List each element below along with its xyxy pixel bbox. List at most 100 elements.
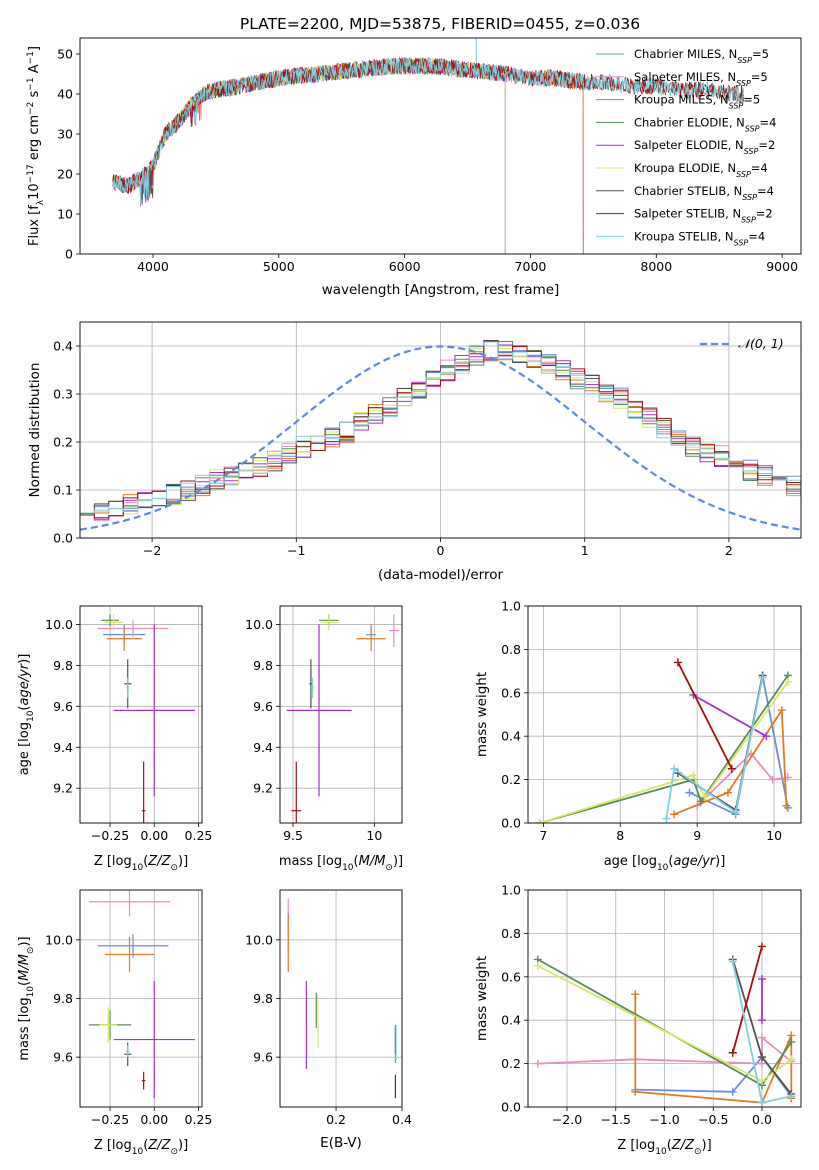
x-tick-label: 0.2 xyxy=(326,1112,346,1127)
x-tick-label: 7 xyxy=(539,828,547,843)
legend-label: Kroupa ELODIE, NSSP=4 xyxy=(634,161,768,179)
weight-line-salpeter-miles xyxy=(696,752,789,807)
label-fragment: age [log xyxy=(17,722,32,775)
label-fragment: )] xyxy=(178,854,188,869)
x-tick-label: 9000 xyxy=(766,259,798,274)
y-tick-label: 0.4 xyxy=(501,729,521,744)
y-tick-label: 1.0 xyxy=(501,883,521,898)
weight-marker xyxy=(723,788,732,797)
legend-text: =4 xyxy=(748,229,765,243)
y-tick-label: 10.0 xyxy=(45,932,73,947)
label-fragment: 10 xyxy=(657,863,669,873)
x-axis-label: Z [log10(Z/Z⊙)] xyxy=(617,1138,711,1157)
legend-text: Kroupa ELODIE, N xyxy=(634,161,736,175)
y-tick-label: 0 xyxy=(65,247,73,262)
label-fragment: ( xyxy=(17,706,32,711)
y-tick-label: 9.8 xyxy=(253,658,273,673)
label-fragment: ( xyxy=(667,1138,672,1153)
label-fragment: s xyxy=(27,90,42,101)
y-tick-label: 10.0 xyxy=(45,617,73,632)
x-tick-label: −0.25 xyxy=(91,828,129,843)
legend-text: =4 xyxy=(757,184,774,198)
label-fragment: 10 xyxy=(27,183,42,200)
x-tick-label: 0.00 xyxy=(140,828,168,843)
legend-text: =5 xyxy=(751,70,768,84)
weight-marker xyxy=(758,1053,766,1062)
x-axis-label: Z [log10(Z/Z⊙)] xyxy=(94,1138,188,1157)
legend-text: =4 xyxy=(751,161,768,175)
x-tick-label: 0 xyxy=(437,543,445,558)
weight-marker xyxy=(700,792,709,801)
legend-text: Chabrier ELODIE, N xyxy=(634,115,745,129)
legend-label: Salpeter STELIB, NSSP=2 xyxy=(634,207,773,225)
label-fragment: 10 xyxy=(26,986,36,998)
plot-frame xyxy=(79,37,802,255)
label-fragment: Z/Z xyxy=(671,1138,695,1153)
x-tick-label: −0.5 xyxy=(698,1112,728,1127)
label-fragment: Z/Z xyxy=(147,854,171,869)
label-fragment: mass [log xyxy=(17,997,32,1060)
weight-marker xyxy=(768,775,777,784)
weight-marker xyxy=(762,732,771,741)
y-tick-label: 9.6 xyxy=(53,1050,73,1065)
legend-text: =2 xyxy=(756,207,773,221)
x-axis-label: mass [log10(M/M⊙)] xyxy=(279,854,403,873)
weight-marker xyxy=(673,658,682,667)
label-fragment: M/M xyxy=(17,954,32,981)
y-tick-label: 20 xyxy=(57,167,73,182)
weight-marker xyxy=(782,801,791,810)
label-fragment: ⊙ xyxy=(385,863,393,873)
weight-vs-Z-panel: −2.0 −1.5 −1.0 −0.5 0.0 0.0 0.2 0.4 0.6 0.8 1.0 Z [… xyxy=(474,883,802,1157)
weight-marker xyxy=(758,1033,766,1042)
legend-subscript: SSP xyxy=(741,215,756,224)
y-tick-label: 0.6 xyxy=(501,685,521,700)
weight-marker xyxy=(670,764,679,773)
legend-text: Salpeter MILES, N xyxy=(634,70,736,84)
label-fragment: mass [log xyxy=(279,854,342,869)
y-tick-label: 0.0 xyxy=(501,816,521,831)
weight-marker xyxy=(689,771,698,780)
weight-line-salpeter-stelib xyxy=(731,946,763,1054)
x-tick-label: 0.4 xyxy=(392,1112,412,1127)
legend-text: =5 xyxy=(752,47,769,61)
label-fragment: ( xyxy=(143,1138,148,1153)
legend-label: Kroupa MILES, NSSP=5 xyxy=(634,93,760,111)
plot-frame xyxy=(279,889,403,1108)
age-vs-Z-panel: −0.25 0.00 0.259.29.49.69.810.0Z [log10(Z/… xyxy=(17,605,212,873)
x-tick-label: 0.25 xyxy=(185,1112,213,1127)
legend-label: 𝒩(0, 1) xyxy=(738,336,784,351)
x-tick-label: 6000 xyxy=(389,259,421,274)
y-tick-label: 40 xyxy=(57,87,73,102)
mass-vs-EBV-panel: 0.2 0.4 9.6 9.8 10.0 E(B-V) xyxy=(245,889,412,1151)
label-fragment: )] xyxy=(178,1138,188,1153)
y-tick-label: 0.0 xyxy=(501,1100,521,1115)
x-tick-label: 9.5 xyxy=(283,828,303,843)
y-tick-label: 0.2 xyxy=(501,1056,521,1071)
label-fragment: )] xyxy=(17,654,32,664)
legend-label: Chabrier STELIB, NSSP=4 xyxy=(634,184,774,202)
legend-text: Kroupa MILES, N xyxy=(634,93,729,107)
label-fragment: Z [log xyxy=(94,1138,132,1153)
x-tick-label: 9 xyxy=(693,828,701,843)
plot-frame xyxy=(527,605,802,824)
legend-subscript: SSP xyxy=(742,192,757,201)
x-tick-label: 4000 xyxy=(137,259,169,274)
weight-line-chabrier-elodie xyxy=(539,674,789,823)
x-tick-label: 1 xyxy=(581,543,589,558)
legend-text: =4 xyxy=(760,115,777,129)
plot-frame xyxy=(79,321,802,539)
weight-marker xyxy=(728,957,737,966)
label-fragment: ( xyxy=(354,854,359,869)
x-tick-label: −1 xyxy=(287,543,305,558)
y-tick-label: 50 xyxy=(57,47,73,62)
label-fragment: ] xyxy=(27,46,42,51)
y-tick-label: 1.0 xyxy=(501,599,521,614)
weight-marker xyxy=(631,1087,640,1096)
weight-marker xyxy=(787,1092,796,1101)
legend-label: Chabrier MILES, NSSP=5 xyxy=(634,47,769,65)
weight-marker xyxy=(727,764,736,773)
y-tick-label: 0.8 xyxy=(501,926,521,941)
legend-label: Salpeter ELODIE, NSSP=2 xyxy=(634,138,775,156)
